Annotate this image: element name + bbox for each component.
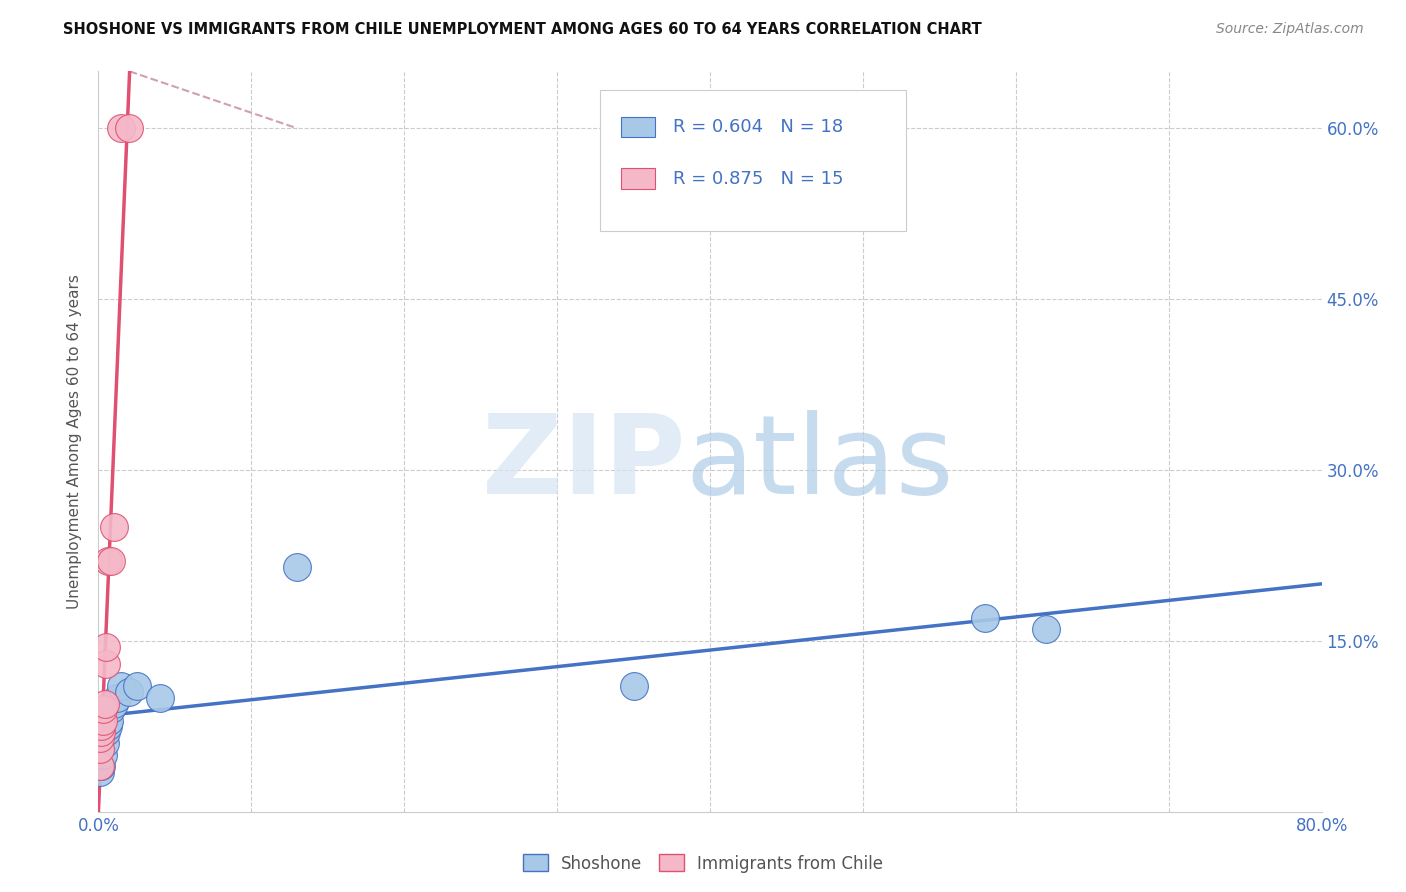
Y-axis label: Unemployment Among Ages 60 to 64 years: Unemployment Among Ages 60 to 64 years [67, 274, 83, 609]
Point [110, 680, 132, 694]
Point [97, 719, 120, 733]
Text: atlas: atlas [686, 410, 955, 517]
Point [91, 702, 114, 716]
Text: R = 0.875   N = 15: R = 0.875 N = 15 [673, 169, 844, 187]
Text: R = 0.604   N = 18: R = 0.604 N = 18 [673, 118, 844, 136]
Point [97, 554, 120, 568]
Point [90, 725, 112, 739]
Point [94, 725, 117, 739]
Point [974, 611, 997, 625]
Point [90, 759, 112, 773]
Text: ZIP: ZIP [482, 410, 686, 517]
Point [94, 657, 117, 671]
Point [98, 714, 121, 728]
Point [100, 702, 122, 716]
Point [125, 680, 148, 694]
Point [103, 520, 125, 534]
Point [110, 121, 132, 136]
Point [89, 731, 111, 745]
Point [100, 554, 122, 568]
FancyBboxPatch shape [600, 90, 905, 230]
Point [118, 685, 141, 699]
Point [103, 697, 125, 711]
Point [93, 736, 115, 750]
Point [89, 742, 111, 756]
FancyBboxPatch shape [620, 169, 655, 189]
Point [89, 764, 111, 779]
Point [91, 747, 114, 762]
Point [94, 640, 117, 654]
Legend: Shoshone, Immigrants from Chile: Shoshone, Immigrants from Chile [516, 847, 890, 880]
Point [149, 690, 172, 705]
Point [93, 697, 115, 711]
Text: Source: ZipAtlas.com: Source: ZipAtlas.com [1216, 22, 1364, 37]
Point [89, 759, 111, 773]
Point [105, 690, 128, 705]
FancyBboxPatch shape [620, 117, 655, 137]
Point [285, 559, 308, 574]
Point [1035, 623, 1057, 637]
Point [91, 714, 114, 728]
Text: SHOSHONE VS IMMIGRANTS FROM CHILE UNEMPLOYMENT AMONG AGES 60 TO 64 YEARS CORRELA: SHOSHONE VS IMMIGRANTS FROM CHILE UNEMPL… [63, 22, 981, 37]
Point [623, 680, 645, 694]
Point [90, 719, 112, 733]
Point [118, 121, 141, 136]
